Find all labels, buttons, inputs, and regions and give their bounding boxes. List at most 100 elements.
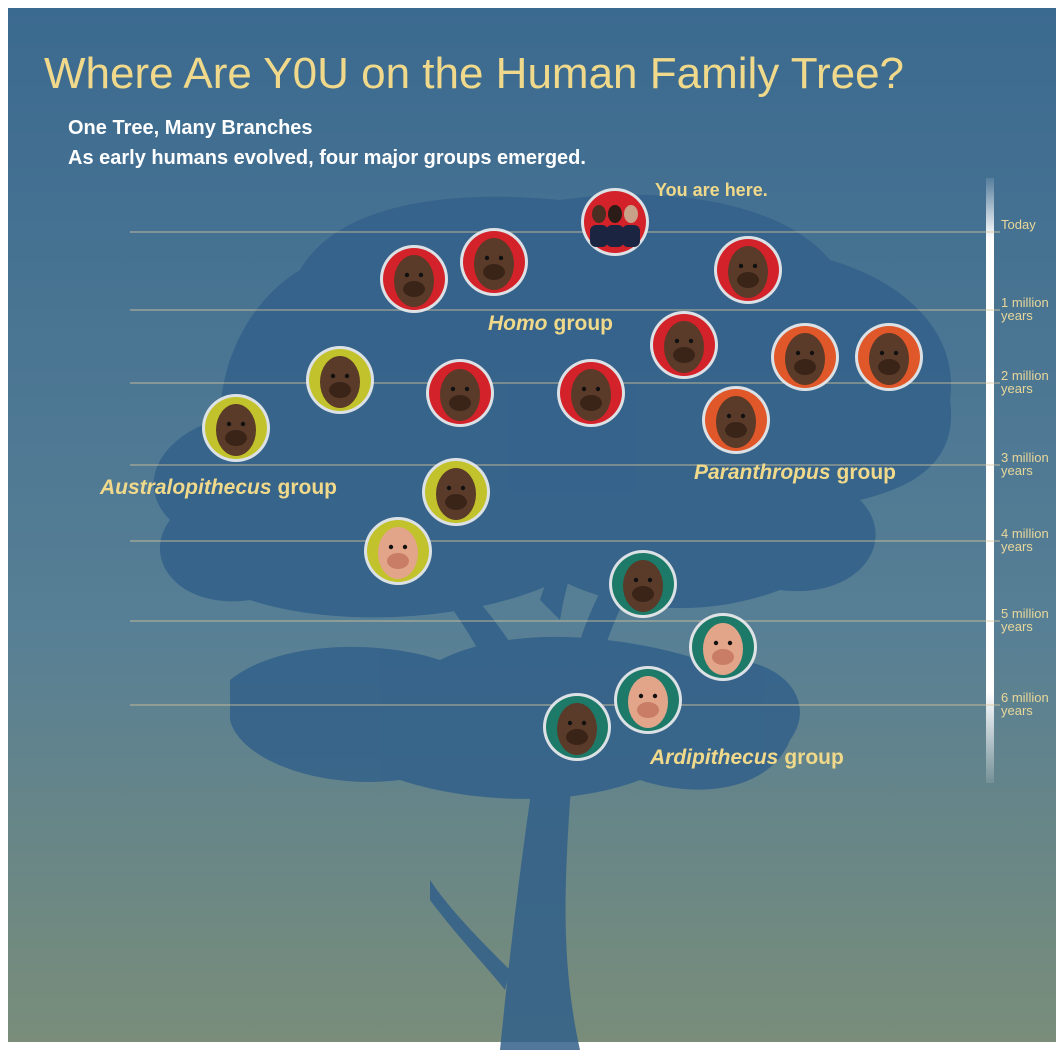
time-label-line: years: [1001, 703, 1033, 718]
face-shade: [712, 649, 734, 665]
time-label-line: 2 million: [1001, 368, 1049, 383]
time-label: 3 million years: [1001, 450, 1049, 478]
portrait: [306, 346, 374, 414]
eye: [388, 544, 394, 550]
eye: [713, 640, 719, 646]
person-body: [590, 225, 608, 247]
eye: [726, 413, 732, 419]
eye: [674, 338, 680, 344]
time-label: 6 million years: [1001, 690, 1049, 718]
person-head: [608, 205, 622, 223]
portrait: [614, 666, 682, 734]
group-label: Ardipithecus group: [649, 746, 844, 769]
eye: [809, 350, 815, 356]
time-label-line: 5 million: [1001, 606, 1049, 621]
portrait: [855, 323, 923, 391]
eye: [727, 640, 733, 646]
portrait: [543, 693, 611, 761]
face-shade: [632, 586, 654, 602]
eye: [740, 413, 746, 419]
face-shade: [725, 422, 747, 438]
face-shade: [637, 702, 659, 718]
time-label-line: Today: [1001, 217, 1036, 232]
portrait: [422, 458, 490, 526]
face-shade: [673, 347, 695, 363]
subtitle: One Tree, Many Branches: [68, 117, 313, 139]
eye: [652, 693, 658, 699]
eye: [404, 272, 410, 278]
eye: [893, 350, 899, 356]
group-suffix: group: [278, 476, 337, 499]
face-shade: [483, 264, 505, 280]
face-shade: [449, 395, 471, 411]
group-name: Australopithecus: [99, 476, 272, 499]
group-label: Homo group: [488, 312, 613, 335]
eye: [647, 577, 653, 583]
portrait: [689, 613, 757, 681]
time-bar: [986, 178, 994, 783]
time-label-line: years: [1001, 463, 1033, 478]
eye: [738, 263, 744, 269]
time-label: 1 million years: [1001, 295, 1049, 323]
time-label-line: 1 million: [1001, 295, 1049, 310]
eye: [484, 255, 490, 261]
time-label: Today: [1001, 217, 1036, 232]
time-label: 4 million years: [1001, 526, 1049, 554]
description: As early humans evolved, four major grou…: [68, 147, 586, 169]
eye: [460, 485, 466, 491]
person-head: [592, 205, 606, 223]
title: Where Are Y0U on the Human Family Tree?: [44, 49, 904, 98]
time-label: 5 million years: [1001, 606, 1049, 634]
eye: [581, 720, 587, 726]
person-body: [606, 225, 624, 247]
eye: [498, 255, 504, 261]
eye: [344, 373, 350, 379]
eye: [879, 350, 885, 356]
eye: [581, 386, 587, 392]
portrait: [581, 188, 649, 256]
eye: [450, 386, 456, 392]
time-label-line: 4 million: [1001, 526, 1049, 541]
time-label-line: 6 million: [1001, 690, 1049, 705]
group-suffix: group: [784, 746, 843, 769]
portrait: [771, 323, 839, 391]
portrait: [557, 359, 625, 427]
face-shade: [387, 553, 409, 569]
portrait: [364, 517, 432, 585]
time-label-line: 3 million: [1001, 450, 1049, 465]
portrait: [609, 550, 677, 618]
eye: [330, 373, 336, 379]
eye: [633, 577, 639, 583]
person-body: [622, 225, 640, 247]
face-shade: [794, 359, 816, 375]
group-name: Homo: [488, 312, 548, 335]
eye: [795, 350, 801, 356]
face-shade: [403, 281, 425, 297]
time-label-line: years: [1001, 381, 1033, 396]
time-label-line: years: [1001, 619, 1033, 634]
portrait: [202, 394, 270, 462]
you-are-here: You are here.: [655, 180, 768, 200]
eye: [226, 421, 232, 427]
person-head: [624, 205, 638, 223]
face-shade: [566, 729, 588, 745]
group-suffix: group: [554, 312, 613, 335]
group-name: Ardipithecus: [649, 746, 778, 769]
eye: [464, 386, 470, 392]
portrait: [702, 386, 770, 454]
group-name: Paranthropus: [694, 461, 831, 484]
eye: [418, 272, 424, 278]
group-label: Australopithecus group: [99, 476, 337, 499]
eye: [446, 485, 452, 491]
eye: [688, 338, 694, 344]
face-shade: [878, 359, 900, 375]
eye: [240, 421, 246, 427]
portrait: [650, 311, 718, 379]
face-shade: [580, 395, 602, 411]
portrait: [426, 359, 494, 427]
group-suffix: group: [837, 461, 896, 484]
portrait: [714, 236, 782, 304]
time-label-line: years: [1001, 539, 1033, 554]
eye: [402, 544, 408, 550]
